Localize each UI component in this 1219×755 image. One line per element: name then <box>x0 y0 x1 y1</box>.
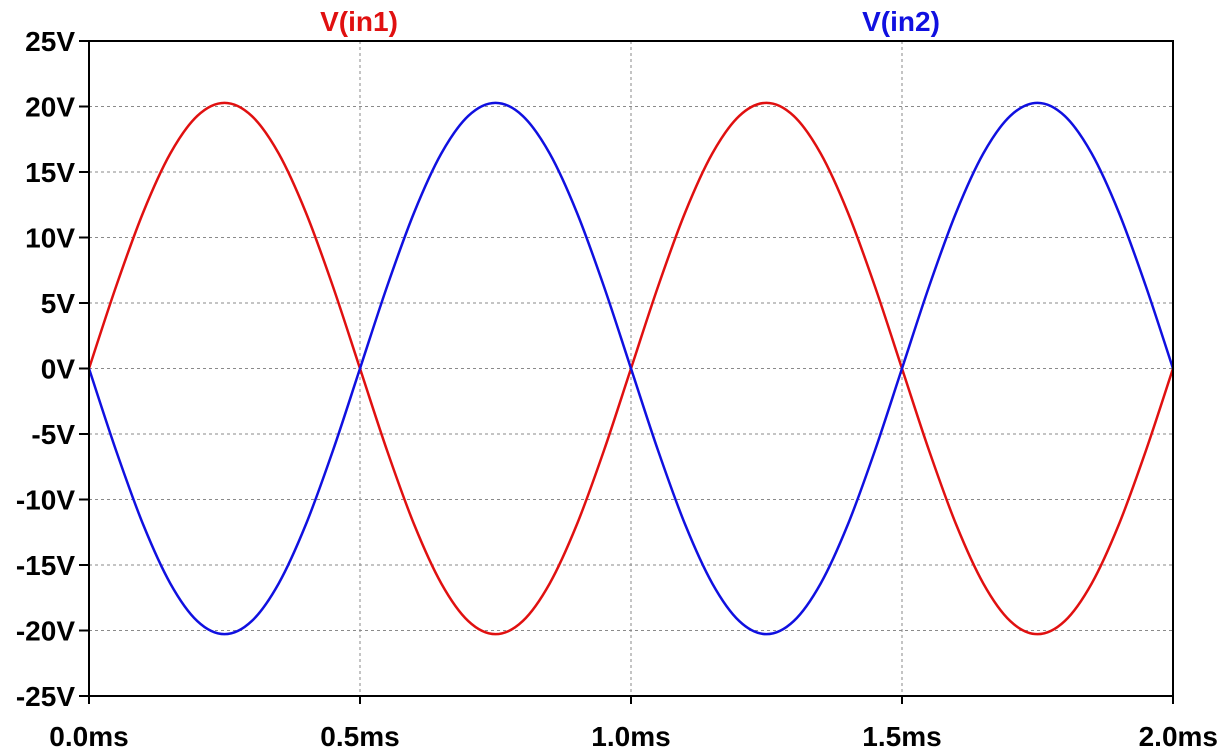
y-tick-label: 0V <box>41 354 76 385</box>
legend-label-v-in2: V(in2) <box>862 6 940 37</box>
series-line-v-in2 <box>87 101 1175 636</box>
y-tick-label: -25V <box>16 681 75 712</box>
y-tick-label: -10V <box>16 485 75 516</box>
x-axis-tick-labels: 0.0ms 0.5ms 1.0ms 1.5ms 2.0ms <box>49 721 1218 752</box>
x-tick-label: 1.5ms <box>862 721 941 752</box>
x-tick-label: 0.5ms <box>320 721 399 752</box>
legend: V(in1) V(in2) <box>320 6 940 37</box>
y-tick-label: -20V <box>16 616 75 647</box>
series-layer <box>87 101 1175 636</box>
y-tick-label: 10V <box>25 223 75 254</box>
y-tick-label: 15V <box>25 157 75 188</box>
y-tick-label: 5V <box>41 288 76 319</box>
y-tick-label: 20V <box>25 92 75 123</box>
x-tick-label: 0.0ms <box>49 721 128 752</box>
y-axis-tick-labels: 25V 20V 15V 10V 5V 0V -5V -10V -15V -20V -25V <box>16 26 75 712</box>
y-tick-label: 25V <box>25 26 75 57</box>
y-tick-label: -15V <box>16 550 75 581</box>
y-tick-label: -5V <box>31 419 75 450</box>
x-tick-label: 2.0ms <box>1139 721 1218 752</box>
tick-marks <box>79 40 1174 704</box>
x-tick-label: 1.0ms <box>591 721 670 752</box>
legend-label-v-in1: V(in1) <box>320 6 398 37</box>
